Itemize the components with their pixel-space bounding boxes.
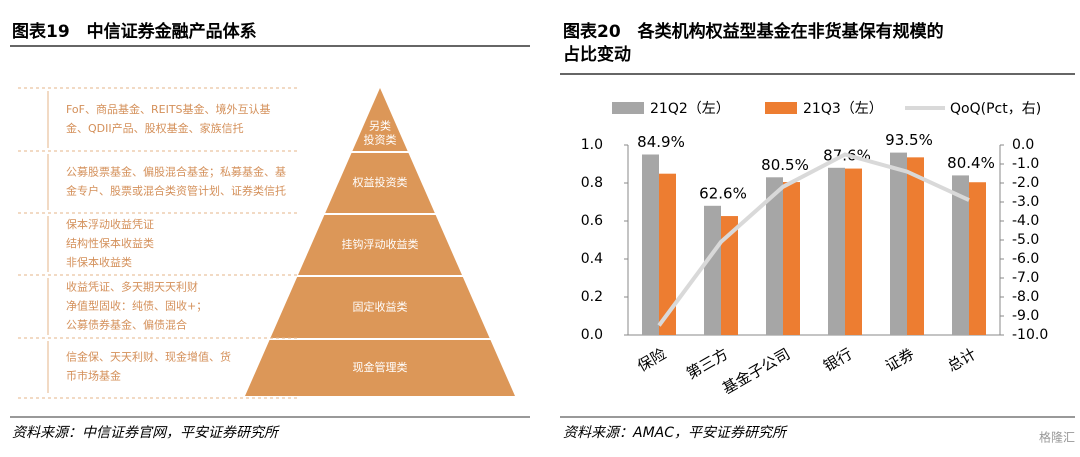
pyramid-level xyxy=(270,277,490,338)
legend-label: QoQ(Pct，右) xyxy=(950,101,1041,117)
y-tick-label: 0.6 xyxy=(581,213,603,229)
x-tick-label: 基金子公司 xyxy=(719,345,793,398)
pyramid-level xyxy=(245,340,515,396)
level-description: 公募股票基金、偏股混合基金；私募基金、基 xyxy=(66,165,286,179)
x-tick-label: 银行 xyxy=(820,345,855,376)
y2-tick-label: 0.0 xyxy=(1012,137,1034,153)
y2-tick-label: -5.0 xyxy=(1012,232,1039,248)
level-description: 公募债券基金、偏债混合 xyxy=(66,318,187,332)
bar xyxy=(783,182,800,335)
pyramid-level xyxy=(325,153,435,213)
left-source: 资料来源：中信证券官网，平安证券研究所 xyxy=(12,425,280,441)
legend-swatch xyxy=(612,102,644,114)
y2-tick-label: -6.0 xyxy=(1012,251,1039,267)
value-label: 93.5% xyxy=(885,131,933,149)
level-description: 净值型固收：纯债、固收+； xyxy=(66,299,207,313)
legend-label: 21Q3（左） xyxy=(803,101,883,117)
y-tick-label: 0.0 xyxy=(581,327,603,343)
y2-tick-label: -2.0 xyxy=(1012,175,1039,191)
left-title: 图表19 中信证券金融产品体系 xyxy=(12,21,257,42)
bar xyxy=(890,152,907,335)
y2-tick-label: -8.0 xyxy=(1012,289,1039,305)
x-tick-label: 证券 xyxy=(882,345,917,376)
value-label: 80.5% xyxy=(761,156,809,174)
value-label: 62.6% xyxy=(699,184,747,202)
level-label: 另类 xyxy=(369,119,391,133)
level-description: 金专户、股票或混合类资管计划、证券类信托 xyxy=(66,184,286,198)
bar xyxy=(642,154,659,335)
y-tick-label: 0.2 xyxy=(581,289,603,305)
bar xyxy=(704,205,721,335)
legend-swatch xyxy=(765,102,797,114)
y2-tick-label: -3.0 xyxy=(1012,194,1039,210)
level-description: FoF、商品基金、REITS基金、境外互认基 xyxy=(66,102,271,116)
y2-tick-label: -1.0 xyxy=(1012,156,1039,172)
pyramid-level xyxy=(352,88,408,151)
legend-label: 21Q2（左） xyxy=(650,101,730,117)
bar xyxy=(969,182,986,335)
value-label: 84.9% xyxy=(637,133,685,151)
bar xyxy=(828,167,845,335)
y2-tick-label: -9.0 xyxy=(1012,308,1039,324)
pyramid-level xyxy=(298,215,462,275)
value-label: 80.4% xyxy=(947,154,995,172)
bar xyxy=(766,177,783,335)
level-description: 结构性保本收益类 xyxy=(66,236,154,250)
level-description: 非保本收益类 xyxy=(66,255,132,269)
level-description: 收益凭证、多天期天天利财 xyxy=(66,280,198,294)
bar xyxy=(721,216,738,335)
y-tick-label: 0.8 xyxy=(581,175,603,191)
bar xyxy=(845,168,862,335)
level-description: 保本浮动收益凭证 xyxy=(66,217,154,231)
level-label: 现金管理类 xyxy=(353,360,408,374)
level-label: 投资类 xyxy=(364,133,397,147)
y2-tick-label: -10.0 xyxy=(1012,327,1048,343)
right-source: 资料来源：AMAC，平安证券研究所 xyxy=(563,425,788,441)
level-label: 固定收益类 xyxy=(353,300,408,314)
bar xyxy=(659,173,676,335)
y-tick-label: 0.4 xyxy=(581,251,603,267)
x-tick-label: 保险 xyxy=(634,345,669,376)
chart-title: 图表20 各类机构权益型基金在非货基保有规模的占比变动 xyxy=(563,21,944,65)
x-tick-label: 总计 xyxy=(944,345,979,376)
qoq-line xyxy=(657,152,970,327)
level-label: 权益投资类 xyxy=(353,175,408,189)
y2-tick-label: -7.0 xyxy=(1012,270,1039,286)
level-description: 信金保、天天利财、现金增值、货 xyxy=(66,350,231,364)
x-tick-label: 第三方 xyxy=(683,345,731,383)
bar xyxy=(907,157,924,335)
level-description: 币市场基金 xyxy=(66,369,121,383)
y2-tick-label: -4.0 xyxy=(1012,213,1039,229)
level-description: 金、QDII产品、股权基金、家族信托 xyxy=(66,121,244,135)
bar xyxy=(952,175,969,335)
level-label: 挂钩浮动收益类 xyxy=(342,237,419,251)
y-tick-label: 1.0 xyxy=(581,137,603,153)
watermark: 格隆汇 xyxy=(1039,430,1075,445)
